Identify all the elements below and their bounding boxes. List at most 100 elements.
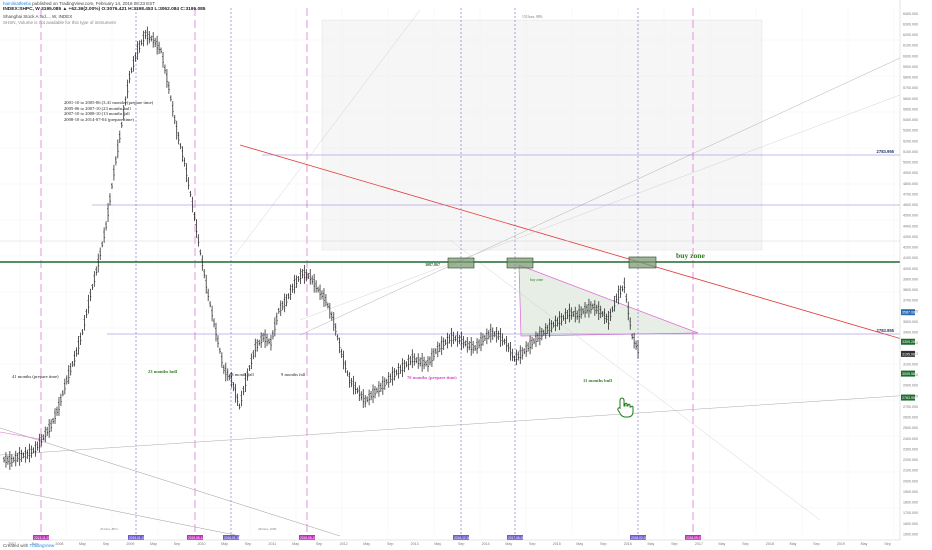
- x-axis: 2007 Nov 2008 May Sep 2009 May Sep 2010 May Sep 201…: [0, 539, 900, 546]
- date-marker-label: 2013-11-29: [34, 536, 50, 540]
- x-tick-label: May: [861, 542, 868, 546]
- y-tick-label: 3500.000: [903, 320, 918, 324]
- buy-zone-box: [447, 257, 475, 269]
- y-tick-label: 5700.000: [903, 86, 918, 90]
- projection-box: [321, 19, 763, 251]
- y-tick-label: 2300.000: [903, 447, 918, 451]
- x-tick-label: May: [647, 542, 654, 546]
- author-line: hamilnatfeebx published on TradingView.c…: [3, 1, 155, 6]
- y-tick-label: 4100.000: [903, 256, 918, 260]
- x-tick-label: May: [719, 542, 726, 546]
- price-tag-label: 3009.587: [902, 372, 917, 376]
- y-tick-label: 5500.000: [903, 107, 918, 111]
- x-tick-label: Sep: [884, 542, 890, 546]
- annotation-label: 11 months bull: [583, 378, 613, 383]
- x-tick-label: May: [79, 542, 86, 546]
- annotation-label: buy zone: [530, 278, 543, 282]
- y-tick-label: 4900.000: [903, 171, 918, 175]
- annotation-label: 76 months (prepare time): [407, 375, 457, 380]
- y-tick-label: 4800.000: [903, 182, 918, 186]
- y-tick-label: 1800.000: [903, 501, 918, 505]
- channel-line: [299, 94, 901, 321]
- y-tick-label: 4400.000: [903, 224, 918, 228]
- y-tick-label: 6200.000: [903, 33, 918, 37]
- date-marker-tag: [630, 535, 646, 540]
- support-trendline: [0, 394, 913, 456]
- level-label: 2783.955: [877, 149, 895, 154]
- annotations: 41 months (prepare time) 23 months bull 13…: [12, 15, 706, 532]
- date-marker-tag: [453, 535, 469, 540]
- note-line: 2001-10 to 2005-06 (3.41 months (prepare…: [64, 100, 154, 105]
- annotation-label: 23 months bull: [148, 369, 178, 374]
- x-tick-label: Sep: [742, 542, 748, 546]
- y-tick-label: 3700.000: [903, 299, 918, 303]
- x-tick-label: Sep: [387, 542, 393, 546]
- date-marker-label: 2016-12-30: [454, 536, 471, 540]
- x-tick-label: 2013: [411, 542, 419, 546]
- fan-line: [234, 9, 421, 256]
- x-tick-label: 2009: [126, 542, 134, 546]
- annotation-label: buy zone: [676, 251, 706, 260]
- y-tick-label: 2700.000: [903, 405, 918, 409]
- footer: Created with TradingView: [3, 543, 54, 548]
- y-tick-label: 5000.000: [903, 161, 918, 165]
- price-tag-label: 3587.083: [902, 311, 917, 315]
- y-tick-label: 1500.000: [903, 533, 918, 537]
- y-tick-label: 1600.000: [903, 522, 918, 526]
- x-tick-label: May: [434, 542, 441, 546]
- grid: [0, 8, 900, 534]
- date-marker-tag: [685, 535, 701, 540]
- early-trendline: [0, 431, 46, 441]
- annotation-label: 3087.867: [425, 262, 440, 267]
- x-tick-label: May: [292, 542, 299, 546]
- note-line: 2007-10 to 2008-10 (13 months fall: [64, 111, 130, 117]
- y-tick-label: 2000.000: [903, 479, 918, 483]
- y-tick-label: 2600.000: [903, 416, 918, 420]
- date-marker-tag: [33, 535, 49, 540]
- y-tick-label: 4500.000: [903, 214, 918, 218]
- x-tick-label: 2010: [197, 542, 205, 546]
- date-marker-tag: [223, 535, 239, 540]
- x-tick-label: May: [221, 542, 228, 546]
- x-tick-label: 2012: [340, 542, 348, 546]
- buy-zone-box: [506, 257, 534, 269]
- note-line: 2008-10 to 2014-07-04 (prepare time): [64, 116, 134, 122]
- price-tag-label: 3195.085: [902, 352, 917, 356]
- y-tick-label: 4600.000: [903, 203, 918, 207]
- x-tick-label: Sep: [316, 542, 322, 546]
- date-marker-tag: [128, 535, 144, 540]
- y-tick-label: 5300.000: [903, 129, 918, 133]
- price-tag: [901, 350, 915, 357]
- x-tick-label: May: [505, 542, 512, 546]
- chart-title: Shanghai Stock A Ind..., W, INDEX: [3, 14, 73, 19]
- x-tick-label: 2011: [269, 542, 277, 546]
- date-marker-label: 2015-01-02: [129, 536, 146, 540]
- trend-lines: [0, 9, 913, 537]
- y-tick-label: 5400.000: [903, 118, 918, 122]
- annotation-label: 9 months fall: [281, 372, 306, 377]
- y-tick-label: 5200.000: [903, 139, 918, 143]
- y-tick-label: 3900.000: [903, 277, 918, 281]
- author-name: hamilnatfeebx: [3, 1, 32, 6]
- y-tick-label: 1700.000: [903, 511, 918, 515]
- symbol-line: INDEX:SHPC, W 3195.085 ▲ +62.36(2.00%) O…: [3, 7, 206, 12]
- vertical-markers: 2013-11-29 2015-01-02 2015-06-12 2016-01-08…: [33, 8, 703, 540]
- buy-zone-box: [628, 256, 657, 269]
- y-tick-label: 4200.000: [903, 246, 918, 250]
- footer-prefix: Created with: [3, 543, 29, 548]
- y-tick-label: 5900.000: [903, 65, 918, 69]
- x-tick-label: 2018: [766, 542, 774, 546]
- x-tick-label: 2007: [8, 542, 16, 546]
- y-tick-label: 6400.000: [903, 12, 918, 16]
- tradingview-logo[interactable]: TradingView: [29, 543, 55, 548]
- date-marker-label: 2016-01-08: [224, 536, 241, 540]
- y-tick-label: 6000.000: [903, 54, 918, 58]
- y-tick-label: 3800.000: [903, 288, 918, 292]
- y-axis-bg: [900, 0, 932, 550]
- annotation-label: 13 month fall: [229, 372, 254, 377]
- long-trendline: [0, 427, 341, 537]
- date-marker-label: 2015-06-12: [188, 536, 205, 540]
- x-tick-label: 2008: [55, 542, 63, 546]
- price-tag: [901, 338, 915, 345]
